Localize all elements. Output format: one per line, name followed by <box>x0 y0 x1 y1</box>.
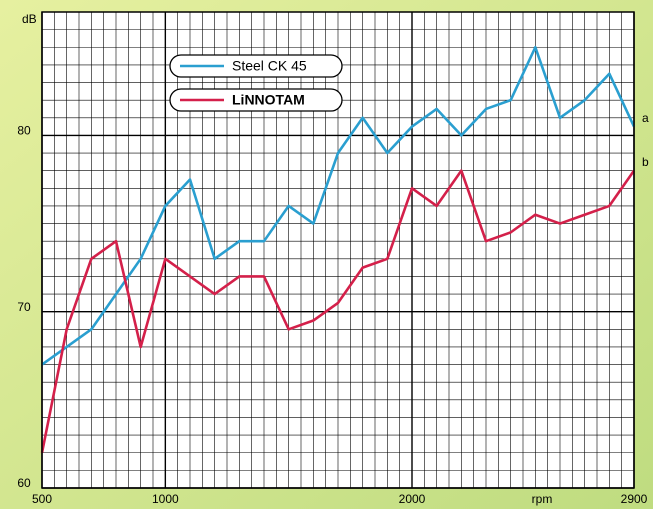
plot-frame <box>41 11 635 489</box>
y-tick-label: 70 <box>17 300 31 314</box>
y-tick-label: 80 <box>17 124 31 138</box>
x-axis-label: rpm <box>532 492 553 506</box>
y-tick-label: 60 <box>17 476 31 490</box>
series-annotation: b <box>642 155 649 169</box>
x-tick-label: 2900 <box>621 492 648 506</box>
series-line <box>40 169 636 453</box>
x-tick-label: 2000 <box>399 492 426 506</box>
legend-label: Steel CK 45 <box>232 58 307 74</box>
y-axis-label: dB <box>22 12 37 26</box>
series-line <box>41 45 636 366</box>
x-tick-label: 1000 <box>152 492 179 506</box>
marks <box>40 45 636 453</box>
legend-box <box>169 88 343 112</box>
legend-label: LiNNOTAM <box>232 92 305 108</box>
legend-box <box>169 54 343 78</box>
series-annotation: a <box>642 111 649 125</box>
legend: Steel CK 45 LiNNOTAM <box>169 54 343 112</box>
x-tick-label: 500 <box>32 492 52 506</box>
